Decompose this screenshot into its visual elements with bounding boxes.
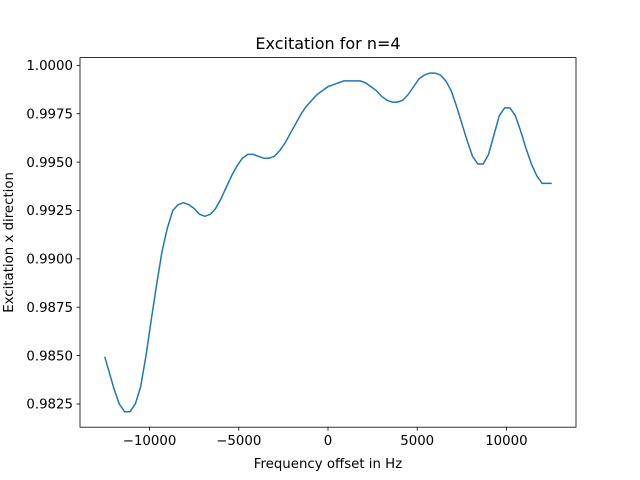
y-tick-label: 0.9975 <box>26 107 73 122</box>
x-tick-label: −10000 <box>123 434 177 449</box>
y-tick-label: 0.9925 <box>26 204 73 219</box>
x-tick-label: 10000 <box>485 434 527 449</box>
y-axis-label: Excitation x direction <box>2 172 17 313</box>
y-tick-label: 0.9950 <box>26 156 73 171</box>
x-tick-label: −5000 <box>216 434 261 449</box>
x-axis-label: Frequency offset in Hz <box>254 457 402 472</box>
y-tick-label: 0.9875 <box>26 301 73 316</box>
y-tick-label: 0.9825 <box>26 398 73 413</box>
y-axis-ticks: 0.9825 0.9850 0.9875 0.9900 0.9925 0.9950 0.99… <box>26 59 80 413</box>
chart-title: Excitation for n=4 <box>255 34 400 53</box>
x-tick-label: 0 <box>324 434 332 449</box>
series-line-0 <box>104 72 552 413</box>
y-tick-label: 0.9900 <box>26 253 73 268</box>
x-tick-label: 5000 <box>400 434 434 449</box>
y-tick-label: 0.9850 <box>26 349 73 364</box>
series-layer <box>104 72 552 413</box>
x-axis-ticks: −10000 −5000 0 5000 10000 <box>123 427 528 449</box>
y-tick-label: 1.0000 <box>26 59 73 74</box>
